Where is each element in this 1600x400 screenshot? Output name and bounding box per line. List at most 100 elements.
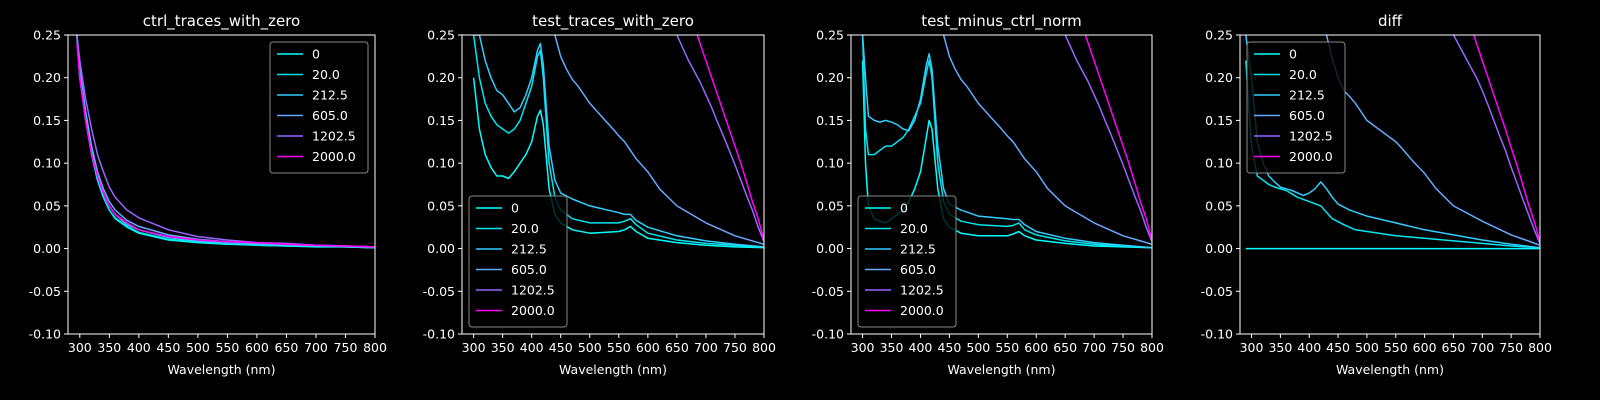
y-tick-label: 0.00 [33,241,61,256]
series-line-2 [473,35,764,248]
x-tick-label: 700 [1082,340,1106,355]
legend-label: 0 [1289,47,1297,62]
y-tick-label: 0.15 [1205,113,1233,128]
y-tick-label: 0.20 [816,70,844,85]
series-line-2 [1245,35,1540,249]
y-tick-label: 0.00 [816,241,844,256]
series-line-3 [554,35,764,246]
x-tick-label: 650 [1053,340,1077,355]
y-tick-label: 0.20 [1205,70,1233,85]
y-tick-label: 0.25 [816,28,844,43]
y-tick-label: 0.25 [427,28,455,43]
axes-frame [850,34,1153,335]
y-tick-label: 0.15 [816,113,844,128]
y-tick-label: 0.10 [1205,156,1233,171]
legend-label: 2000.0 [1289,149,1333,164]
y-tick-label: -0.05 [29,284,61,299]
chart-title: test_minus_ctrl_norm [921,12,1082,31]
legend: 0 20.0 212.5 605.0 1202.5 2000.0 [468,195,568,328]
x-tick-label: 450 [1326,340,1350,355]
y-tick-label: 0.05 [33,198,61,213]
legend-label: 20.0 [900,221,928,236]
x-tick-label: 300 [1240,340,1264,355]
legend-label: 0 [900,201,908,216]
x-tick-label: 300 [851,340,875,355]
y-tick-label: 0.25 [33,28,61,43]
series-line-5 [76,43,375,248]
x-tick-label: 750 [723,340,747,355]
series-group [76,35,375,249]
legend-label: 2000.0 [312,149,356,164]
x-tick-label: 600 [245,340,269,355]
x-tick-label: 750 [1499,340,1523,355]
x-tick-label: 450 [549,340,573,355]
legend-label: 20.0 [312,67,340,82]
x-axis-label: Wavelength (nm) [948,362,1056,377]
y-tick-label: 0.10 [33,156,61,171]
legend-label: 0 [511,201,519,216]
x-tick-label: 750 [334,340,358,355]
chart-panel: 300 350 400 450 500 550 600 650 700 750 800 -0.10 -0… [1201,12,1552,377]
legend-label: 605.0 [312,108,348,123]
x-tick-label: 500 [186,340,210,355]
x-tick-label: 650 [275,340,299,355]
x-axis-label: Wavelength (nm) [1336,362,1444,377]
x-tick-label: 600 [636,340,660,355]
chart-panel: 300 350 400 450 500 550 600 650 700 750 800 -0.10 -0… [423,12,776,377]
series-line-1 [472,35,764,248]
x-tick-label: 800 [752,340,776,355]
x-tick-label: 650 [1442,340,1466,355]
x-tick-label: 800 [1140,340,1164,355]
y-tick-label: 0.15 [33,113,61,128]
y-tick-label: 0.20 [33,70,61,85]
y-tick-label: -0.10 [423,327,455,342]
legend-label: 20.0 [511,221,539,236]
x-tick-label: 400 [520,340,544,355]
series-line-1 [1245,60,1540,249]
y-tick-label: 0.15 [427,113,455,128]
legend-label: 2000.0 [511,303,555,318]
x-tick-label: 600 [1024,340,1048,355]
axes-frame [1239,34,1541,335]
legend-label: 605.0 [511,262,547,277]
series-line-0 [472,77,764,249]
x-tick-label: 350 [97,340,121,355]
x-tick-label: 350 [1268,340,1292,355]
y-tick-label: 0.00 [427,241,455,256]
series-line-4 [1452,35,1540,244]
x-tick-label: 650 [665,340,689,355]
y-tick-label: -0.10 [29,327,61,342]
x-axis-label: Wavelength (nm) [559,362,667,377]
chart-panel: 300 350 400 450 500 550 600 650 700 750 800 -0.10 -0… [29,12,387,377]
legend-label: 212.5 [312,88,348,103]
series-group [472,35,764,249]
x-tick-label: 450 [156,340,180,355]
x-tick-label: 500 [966,340,990,355]
x-tick-label: 400 [1297,340,1321,355]
x-tick-label: 450 [937,340,961,355]
x-tick-label: 350 [491,340,515,355]
y-tick-label: -0.10 [812,327,844,342]
series-line-3 [942,35,1152,246]
legend-label: 212.5 [511,242,547,257]
series-line-5 [1472,35,1540,242]
legend-label: 1202.5 [312,129,356,144]
series-line-4 [676,35,764,242]
x-tick-label: 350 [880,340,904,355]
x-tick-label: 550 [607,340,631,355]
x-tick-label: 600 [1413,340,1437,355]
legend-label: 1202.5 [1289,129,1333,144]
chart-title: test_traces_with_zero [532,12,694,31]
axes-frame [67,34,376,335]
x-tick-label: 700 [1470,340,1494,355]
legend-label: 212.5 [1289,88,1325,103]
y-tick-label: 0.00 [1205,241,1233,256]
x-tick-label: 800 [1528,340,1552,355]
x-axis-label: Wavelength (nm) [168,362,276,377]
x-tick-label: 550 [215,340,239,355]
legend-label: 605.0 [900,262,936,277]
x-tick-label: 300 [462,340,486,355]
legend-label: 0 [312,47,320,62]
series-group [861,35,1152,249]
